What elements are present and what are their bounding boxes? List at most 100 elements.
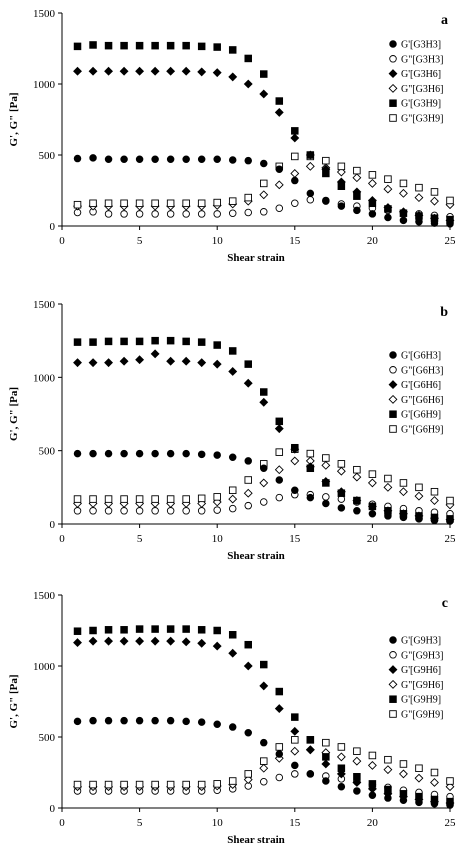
- data-point: [305, 161, 315, 171]
- data-point: [73, 449, 82, 458]
- data-point: [243, 378, 253, 388]
- data-point: [337, 162, 346, 171]
- data-point: [89, 507, 97, 515]
- data-point: [135, 636, 145, 646]
- data-point: [213, 198, 221, 207]
- data-point: [213, 720, 221, 728]
- data-point: [197, 780, 206, 789]
- data-point: [383, 765, 393, 775]
- data-point: [352, 173, 362, 183]
- x-tick-label: 20: [367, 817, 379, 829]
- data-point: [430, 768, 439, 777]
- data-point: [197, 338, 206, 346]
- legend-marker: [389, 710, 397, 718]
- data-point: [73, 42, 82, 51]
- data-point: [244, 208, 252, 217]
- data-point: [135, 716, 144, 725]
- data-point: [228, 494, 238, 504]
- data-point: [73, 154, 82, 163]
- data-point: [352, 756, 362, 766]
- legend-label: G'[G9H3]: [401, 636, 441, 647]
- data-point: [291, 713, 299, 721]
- chart-panel-a: 0 500 1000 1500 0 5 10 15 20 25 Shear strain G', G"…: [8, 8, 456, 264]
- legend-label: G'[G6H6]: [401, 380, 441, 391]
- data-point: [89, 338, 97, 346]
- data-point: [182, 717, 190, 726]
- data-point: [399, 188, 408, 198]
- data-point: [197, 199, 206, 208]
- data-point: [260, 757, 268, 765]
- data-point: [306, 464, 315, 473]
- data-point: [228, 209, 237, 217]
- legend-label: G'[G6H3]: [401, 351, 441, 362]
- data-point: [368, 210, 377, 218]
- data-point: [213, 780, 221, 788]
- data-point: [228, 156, 237, 164]
- data-point: [104, 716, 113, 725]
- data-point: [213, 43, 221, 51]
- legend-marker: [388, 665, 398, 675]
- data-point: [89, 199, 97, 208]
- legend-label: G"[G6H6]: [401, 395, 443, 406]
- data-point: [228, 197, 237, 205]
- data-point: [104, 780, 113, 789]
- data-point: [446, 777, 454, 785]
- legend-marker: [388, 679, 398, 689]
- data-point: [213, 626, 221, 635]
- data-point: [213, 493, 221, 501]
- x-tick-label: 15: [289, 235, 301, 247]
- data-point: [182, 210, 190, 218]
- data-point: [322, 493, 330, 501]
- x-tick-label: 5: [137, 235, 143, 247]
- data-point: [181, 66, 191, 76]
- data-point: [415, 212, 423, 220]
- x-tick-label: 25: [445, 817, 457, 829]
- data-point: [166, 66, 176, 76]
- data-point: [260, 738, 268, 747]
- data-point: [290, 746, 300, 756]
- series-diamond-filled: [73, 349, 455, 525]
- data-point: [197, 358, 207, 368]
- data-point: [414, 773, 424, 783]
- data-point: [322, 499, 330, 508]
- x-tick-label: 0: [59, 533, 65, 545]
- data-point: [322, 479, 330, 487]
- legend-marker: [389, 40, 397, 48]
- data-point: [274, 465, 284, 475]
- data-point: [353, 787, 361, 795]
- data-point: [213, 155, 221, 164]
- data-point: [166, 155, 175, 164]
- data-point: [306, 449, 315, 458]
- data-point: [150, 636, 160, 646]
- data-point: [197, 210, 206, 218]
- data-point: [166, 210, 175, 218]
- y-tick-label: 500: [39, 446, 56, 458]
- data-point: [89, 716, 97, 725]
- data-point: [135, 780, 144, 789]
- data-point: [135, 155, 144, 164]
- data-point: [244, 640, 252, 649]
- data-point: [415, 764, 423, 772]
- legend-marker: [388, 394, 398, 404]
- x-tick-label: 10: [212, 817, 224, 829]
- legend-label: G'[G9H9]: [401, 695, 441, 706]
- data-point: [73, 200, 82, 209]
- data-point: [120, 199, 128, 208]
- data-point: [212, 359, 222, 369]
- legend-label: G"[G6H9]: [401, 425, 443, 436]
- data-point: [197, 499, 207, 508]
- data-point: [415, 792, 423, 801]
- y-tick-label: 500: [39, 732, 56, 744]
- data-point: [135, 199, 144, 208]
- data-point: [430, 487, 439, 496]
- legend-marker: [389, 636, 397, 644]
- data-point: [197, 42, 206, 51]
- data-point: [290, 169, 300, 178]
- data-point: [104, 41, 113, 50]
- series-diamond-filled: [73, 66, 455, 225]
- chart-panel-c: 0 500 1000 1500 0 5 10 15 20 25 Shear strain G', G"…: [8, 590, 456, 846]
- data-point: [414, 193, 424, 203]
- data-point: [73, 358, 82, 368]
- data-point: [384, 474, 392, 483]
- data-point: [73, 780, 82, 789]
